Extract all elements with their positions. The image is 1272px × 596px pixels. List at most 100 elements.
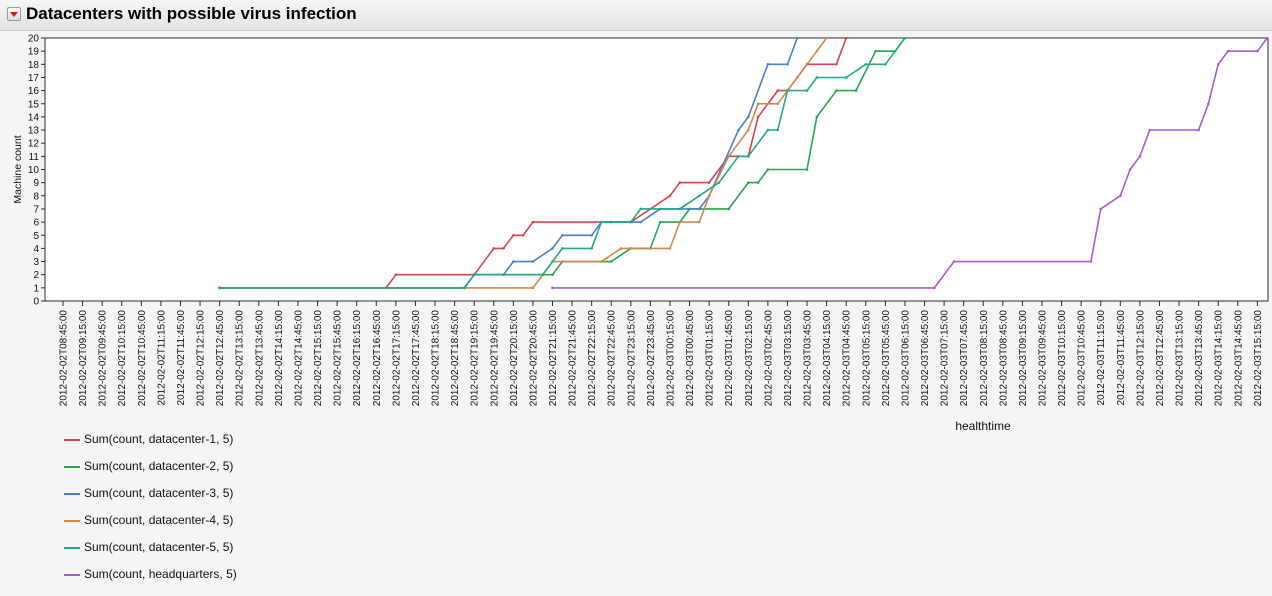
- data-point-headquarters: [1089, 260, 1093, 263]
- y-axis-label: Machine count: [12, 135, 24, 203]
- data-point-datacenter-3: [512, 260, 515, 263]
- x-tick-label: 2012-02-03T11:45:00: [1116, 310, 1127, 406]
- legend-item-datacenter-1[interactable]: Sum(count, datacenter-1, 5): [64, 432, 364, 448]
- data-point-datacenter-2: [551, 273, 554, 277]
- data-point-datacenter-4: [747, 128, 750, 132]
- legend-swatch: [64, 439, 80, 441]
- y-tick-label: 12: [28, 139, 40, 150]
- x-tick-label: 2012-02-03T13:15:00: [1175, 310, 1186, 407]
- x-tick-label: 2012-02-03T11:15:00: [1096, 310, 1107, 406]
- data-point-datacenter-4: [600, 260, 603, 263]
- data-point-datacenter-1: [394, 273, 398, 277]
- y-tick-label: 19: [28, 47, 40, 58]
- x-tick-label: 2012-02-02T11:15:00: [156, 310, 167, 406]
- data-point-headquarters: [1138, 155, 1142, 158]
- data-point-datacenter-3: [531, 260, 535, 263]
- data-point-datacenter-5: [463, 286, 466, 290]
- x-tick-label: 2012-02-03T01:45:00: [724, 310, 735, 407]
- data-point-datacenter-5: [805, 89, 809, 92]
- disclosure-triangle-icon[interactable]: [7, 7, 21, 21]
- series-line-datacenter-5: [219, 37, 906, 289]
- data-point-datacenter-2: [727, 207, 731, 211]
- x-tick-label: 2012-02-02T19:45:00: [489, 310, 500, 407]
- data-point-datacenter-1: [502, 247, 505, 250]
- data-point-datacenter-2: [854, 89, 858, 92]
- data-point-headquarters: [1226, 49, 1230, 53]
- data-point-datacenter-2: [766, 168, 770, 171]
- x-tick-label: 2012-02-03T05:15:00: [861, 310, 872, 407]
- x-axis-label: healthtime: [955, 419, 1011, 433]
- x-tick-label: 2012-02-02T13:45:00: [254, 310, 265, 407]
- x-tick-label: 2012-02-03T03:45:00: [803, 310, 814, 407]
- x-tick-label: 2012-02-02T11:45:00: [176, 310, 187, 406]
- legend-item-datacenter-4[interactable]: Sum(count, datacenter-4, 5): [64, 513, 364, 529]
- x-tick-label: 2012-02-02T16:45:00: [372, 310, 383, 407]
- y-tick-label: 17: [28, 73, 40, 84]
- y-tick-label: 9: [33, 178, 39, 189]
- data-point-datacenter-4: [698, 220, 701, 224]
- data-point-headquarters: [1148, 128, 1151, 132]
- data-point-datacenter-5: [864, 63, 868, 66]
- data-point-datacenter-5: [844, 76, 848, 79]
- x-tick-label: 2012-02-02T12:15:00: [196, 310, 207, 407]
- data-point-datacenter-5: [737, 155, 740, 158]
- data-point-headquarters: [1197, 128, 1200, 132]
- x-tick-label: 2012-02-02T10:15:00: [117, 310, 128, 407]
- x-tick-label: 2012-02-03T14:45:00: [1233, 310, 1244, 407]
- plot-area: [44, 37, 1269, 302]
- data-point-datacenter-5: [884, 63, 887, 66]
- data-point-datacenter-5: [776, 128, 779, 132]
- legend-item-datacenter-2[interactable]: Sum(count, datacenter-2, 5): [64, 459, 364, 475]
- data-point-datacenter-1: [492, 247, 496, 250]
- data-point-headquarters: [551, 286, 554, 290]
- legend-swatch: [64, 520, 80, 522]
- data-point-datacenter-5: [600, 220, 603, 224]
- data-point-datacenter-4: [825, 37, 828, 40]
- legend-item-headquarters[interactable]: Sum(count, headquarters, 5): [64, 567, 364, 583]
- data-point-datacenter-1: [844, 37, 848, 40]
- y-tick-label: 0: [33, 297, 39, 308]
- data-point-datacenter-5: [717, 181, 721, 184]
- legend-item-datacenter-3[interactable]: Sum(count, datacenter-3, 5): [64, 486, 364, 502]
- x-tick-label: 2012-02-03T12:45:00: [1155, 310, 1166, 407]
- data-point-datacenter-4: [707, 194, 711, 198]
- data-point-datacenter-5: [218, 286, 221, 290]
- data-point-datacenter-5: [472, 273, 476, 277]
- y-tick-label: 10: [28, 165, 40, 176]
- data-point-datacenter-2: [756, 181, 760, 184]
- data-point-datacenter-5: [678, 207, 682, 211]
- y-tick-label: 2: [33, 270, 39, 281]
- x-tick-label: 2012-02-02T22:45:00: [607, 310, 618, 407]
- x-tick-label: 2012-02-03T09:45:00: [1038, 310, 1049, 407]
- x-tick-label: 2012-02-02T18:45:00: [450, 310, 461, 407]
- x-tick-label: 2012-02-03T08:15:00: [979, 310, 990, 407]
- x-tick-label: 2012-02-03T00:45:00: [685, 310, 696, 407]
- y-tick-label: 20: [28, 34, 40, 45]
- data-point-datacenter-5: [541, 273, 545, 277]
- x-tick-label: 2012-02-03T03:15:00: [783, 310, 794, 407]
- x-tick-label: 2012-02-02T15:45:00: [333, 310, 344, 407]
- data-point-datacenter-5: [903, 37, 907, 40]
- x-tick-label: 2012-02-02T14:45:00: [293, 310, 304, 407]
- x-tick-label: 2012-02-03T09:15:00: [1018, 310, 1029, 407]
- x-tick-label: 2012-02-03T10:45:00: [1077, 310, 1088, 407]
- data-point-headquarters: [933, 286, 936, 290]
- data-point-headquarters: [1119, 194, 1122, 198]
- x-tick-label: 2012-02-02T16:15:00: [352, 310, 363, 407]
- data-point-headquarters: [1256, 49, 1259, 53]
- legend-label: Sum(count, datacenter-3, 5): [84, 486, 234, 500]
- data-point-datacenter-4: [531, 286, 535, 290]
- y-tick-label: 5: [33, 231, 39, 242]
- x-tick-label: 2012-02-02T21:15:00: [548, 310, 559, 407]
- data-point-datacenter-1: [776, 89, 779, 92]
- x-tick-label: 2012-02-03T07:45:00: [959, 310, 970, 407]
- legend-item-datacenter-5[interactable]: Sum(count, datacenter-5, 5): [64, 540, 364, 556]
- y-tick-label: 7: [33, 204, 39, 215]
- data-point-datacenter-3: [786, 63, 789, 66]
- data-point-datacenter-1: [531, 220, 535, 224]
- data-point-datacenter-3: [560, 233, 564, 237]
- x-tick-label: 2012-02-02T22:15:00: [587, 310, 598, 407]
- x-tick-label: 2012-02-03T15:15:00: [1253, 310, 1264, 407]
- legend-label: Sum(count, datacenter-2, 5): [84, 459, 234, 473]
- data-point-datacenter-1: [835, 63, 838, 66]
